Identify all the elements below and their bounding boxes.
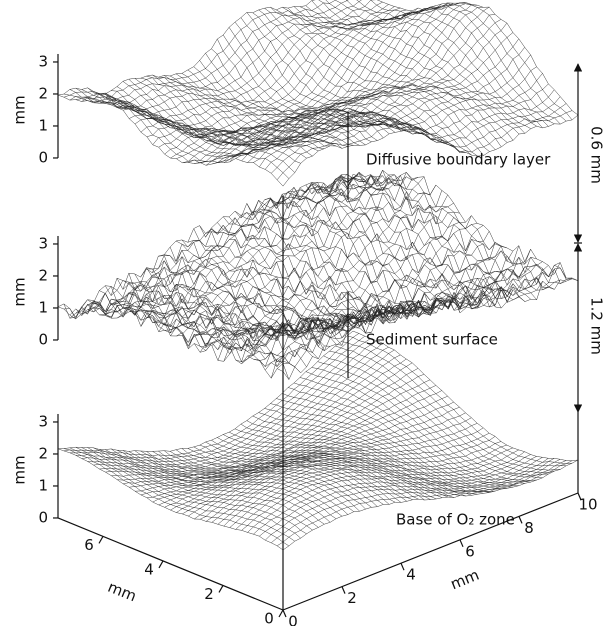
z-axis-label: mm: [11, 277, 29, 306]
x-tick-label: 10: [578, 496, 597, 514]
y-tick-label: 2: [204, 585, 214, 603]
z-tick-label: 1: [38, 476, 48, 494]
surface-mesh: [57, 330, 579, 551]
y-tick-label: 6: [84, 536, 94, 554]
x-tick: [518, 516, 523, 524]
z-tick-label: 0: [38, 148, 48, 166]
surfaces: [57, 0, 579, 551]
surface-label: Sediment surface: [366, 331, 498, 349]
y-tick: [218, 585, 224, 593]
x-axis-label: mm: [448, 566, 482, 594]
x-tick: [459, 539, 464, 548]
z-axis-label: mm: [11, 455, 29, 484]
x-tick-label: 8: [524, 519, 534, 537]
z-tick-label: 3: [38, 52, 48, 70]
surface-mesh: [57, 169, 579, 381]
surface-label: Diffusive boundary layer: [366, 151, 551, 169]
distance-label: 0.6 mm: [588, 126, 606, 184]
y-tick: [278, 609, 284, 618]
y-axis-label: mm: [105, 578, 139, 606]
x-tick: [400, 562, 405, 571]
z-tick-label: 2: [38, 84, 48, 102]
y-tick-label: 4: [144, 560, 154, 578]
z-tick-label: 2: [38, 266, 48, 284]
y-axis: [57, 517, 284, 611]
z-tick-label: 3: [38, 234, 48, 252]
y-tick-label: 0: [264, 610, 274, 626]
x-axis: [282, 492, 579, 611]
surface-label: Base of O₂ zone: [396, 511, 515, 529]
y-tick: [158, 560, 164, 569]
y-tick: [98, 536, 104, 544]
surface-mesh: [57, 0, 579, 187]
z-tick-label: 1: [38, 116, 48, 134]
distance-label: 1.2 mm: [588, 297, 606, 355]
x-tick-label: 2: [347, 589, 357, 607]
x-tick-label: 4: [406, 566, 416, 584]
z-tick-label: 1: [38, 298, 48, 316]
z-tick-label: 0: [38, 508, 48, 526]
x-tick: [282, 609, 287, 618]
z-tick-label: 3: [38, 412, 48, 430]
z-tick-label: 0: [38, 330, 48, 348]
x-tick-label: 0: [288, 613, 298, 626]
x-tick-label: 6: [465, 542, 475, 560]
x-tick: [577, 492, 582, 501]
z-axis-label: mm: [11, 95, 29, 124]
x-tick: [341, 586, 346, 594]
z-tick-label: 2: [38, 444, 48, 462]
